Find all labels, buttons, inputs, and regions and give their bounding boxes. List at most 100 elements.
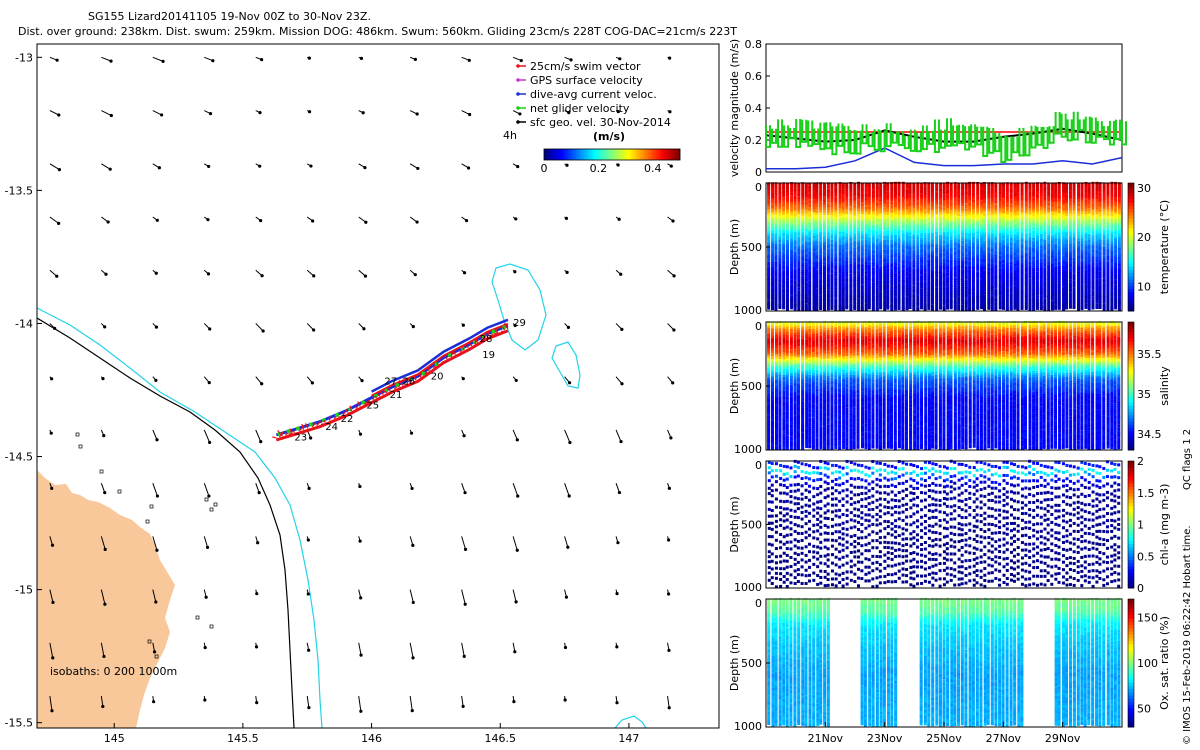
profile-sample — [823, 276, 827, 280]
profile-sample — [949, 221, 953, 225]
profile-sample — [935, 274, 939, 278]
profile-sample — [819, 278, 823, 282]
profile-sample — [782, 220, 786, 224]
profile-sample — [864, 246, 868, 250]
surface-vector-head — [51, 656, 55, 660]
profile-sample — [1005, 192, 1009, 196]
profile-sample — [879, 260, 883, 264]
profile-sample — [1013, 210, 1017, 214]
profile-sample — [826, 217, 830, 221]
profile-sample — [957, 282, 961, 286]
profile-sample — [864, 271, 868, 275]
surface-vector-head — [513, 270, 517, 274]
profile-sample — [774, 212, 778, 216]
profile-sample — [1013, 188, 1017, 192]
profile-sample — [785, 260, 789, 264]
profile-sample — [767, 272, 771, 276]
profile-sample — [867, 233, 871, 237]
profile-sample — [838, 265, 842, 269]
profile-sample — [823, 221, 827, 225]
profile-sample — [1032, 232, 1036, 236]
colorbar-cell — [618, 149, 621, 160]
profile-sample — [834, 259, 838, 263]
profile-sample — [1009, 200, 1013, 204]
profile-sample — [778, 208, 782, 212]
profile-sample — [834, 260, 838, 264]
profile-sample — [916, 269, 920, 273]
profile-sample — [871, 279, 875, 283]
profile-sample — [826, 231, 830, 235]
profile-sample — [1039, 281, 1043, 285]
profile-sample — [1032, 307, 1036, 311]
profile-sample — [1062, 255, 1066, 259]
profile-sample — [785, 182, 789, 186]
swim-vector — [466, 345, 469, 349]
profile-sample — [860, 189, 864, 193]
profile-sample — [790, 297, 794, 301]
profile-sample — [930, 275, 934, 279]
profile-sample — [987, 228, 991, 232]
profile-sample — [867, 231, 871, 235]
profile-sample — [838, 274, 842, 278]
profile-sample — [927, 233, 931, 237]
surface-vector-head — [102, 654, 106, 659]
profile-sample — [826, 204, 830, 208]
profile-sample — [790, 222, 794, 226]
surface-vector-head — [363, 165, 367, 170]
profile-sample — [1016, 276, 1020, 280]
profile-sample — [790, 204, 794, 208]
colorbar-cell — [564, 149, 567, 160]
profile-sample — [971, 220, 975, 224]
profile-sample — [968, 273, 972, 277]
profile-sample — [815, 186, 819, 190]
profile-sample — [916, 247, 920, 251]
profile-sample — [834, 211, 838, 215]
profile-sample — [771, 223, 775, 227]
profile-sample — [1009, 261, 1013, 265]
profile-sample — [841, 265, 845, 269]
profile-sample — [1057, 249, 1061, 253]
profile-sample — [1020, 193, 1024, 197]
profile-sample — [778, 302, 782, 306]
profile-sample — [782, 280, 786, 284]
surface-vector — [461, 642, 465, 657]
profile-sample — [1054, 258, 1058, 262]
profile-sample — [916, 199, 920, 203]
profile-sample — [774, 291, 778, 295]
profile-sample — [808, 289, 812, 293]
profile-sample — [819, 260, 823, 264]
profile-sample — [785, 254, 789, 258]
profile-sample — [1009, 207, 1013, 211]
profile-sample — [812, 200, 816, 204]
swim-vector — [398, 379, 404, 386]
profile-sample — [1028, 230, 1032, 234]
profile-sample — [808, 268, 812, 272]
profile-sample — [990, 219, 994, 223]
profile-sample — [793, 288, 797, 292]
profile-sample — [834, 252, 838, 256]
profile-sample — [1057, 234, 1061, 238]
profile-sample — [927, 193, 931, 197]
profile-sample — [1024, 248, 1028, 252]
colorbar-cell — [606, 149, 609, 160]
profile-sample — [1020, 283, 1024, 287]
profile-sample — [1054, 291, 1058, 295]
surface-vector-head — [617, 490, 622, 495]
profile-sample — [774, 287, 778, 291]
profile-sample — [834, 187, 838, 191]
profile-sample — [804, 209, 808, 213]
profile-sample — [823, 253, 827, 257]
surface-vector-head — [109, 59, 113, 63]
profile-sample — [793, 193, 797, 197]
profile-sample — [953, 307, 957, 311]
profile-sample — [826, 299, 830, 303]
profile-sample — [953, 296, 957, 300]
profile-sample — [905, 185, 909, 189]
profile-sample — [953, 215, 957, 219]
profile-sample — [834, 200, 838, 204]
profile-sample — [808, 187, 812, 191]
profile-sample — [823, 301, 827, 305]
surface-vector-head — [205, 545, 210, 549]
profile-sample — [793, 270, 797, 274]
profile-sample — [957, 270, 961, 274]
